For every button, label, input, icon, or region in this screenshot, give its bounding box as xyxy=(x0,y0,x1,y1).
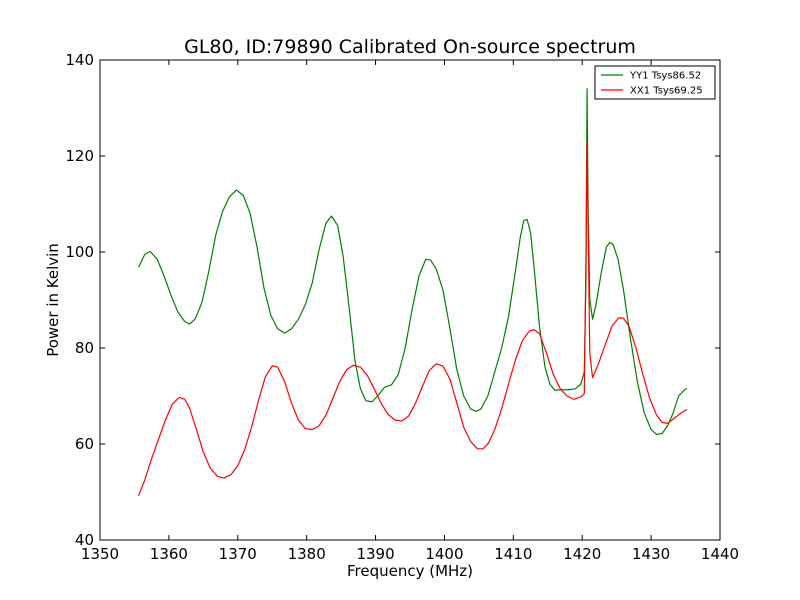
plot-background xyxy=(100,60,720,540)
plot-area xyxy=(99,59,721,541)
x-tick-label: 1360 xyxy=(150,545,188,563)
x-tick-label: 1350 xyxy=(81,545,119,563)
x-tick-label: 1380 xyxy=(288,545,326,563)
legend-label-xx1: XX1 Tsys69.25 xyxy=(630,86,703,97)
y-tick-label: 140 xyxy=(65,51,94,69)
series-line-1 xyxy=(138,141,688,497)
y-axis-title: Power in Kelvin xyxy=(44,243,62,357)
legend-frame xyxy=(594,65,716,100)
y-tick-label: 100 xyxy=(65,243,94,261)
y-tick-label: 40 xyxy=(75,531,94,549)
x-tick-label: 1410 xyxy=(494,545,532,563)
y-tick-label: 60 xyxy=(75,435,94,453)
y-tick-label: 120 xyxy=(65,147,94,165)
x-tick-label: 1440 xyxy=(701,545,739,563)
tick-label-layer: 1350 1360 1370 1380 1390 1400 1410 1420 1430 1440… xyxy=(65,51,739,563)
x-tick-label: 1370 xyxy=(219,545,257,563)
x-tick-label: 1390 xyxy=(356,545,394,563)
series-line-0 xyxy=(138,88,688,435)
chart-title: GL80, ID:79890 Calibrated On-source spec… xyxy=(184,36,636,58)
x-axis-title: Frequency (MHz) xyxy=(347,562,473,580)
x-tick-label: 1430 xyxy=(632,545,670,563)
y-tick-label: 80 xyxy=(75,339,94,357)
x-tick-label: 1420 xyxy=(563,545,601,563)
x-tick-label: 1400 xyxy=(425,545,463,563)
series-layer xyxy=(138,88,688,497)
legend: YY1 Tsys86.52 XX1 Tsys69.25 xyxy=(594,65,716,100)
plot-frame xyxy=(99,59,721,541)
legend-label-yy1: YY1 Tsys86.52 xyxy=(629,71,701,82)
